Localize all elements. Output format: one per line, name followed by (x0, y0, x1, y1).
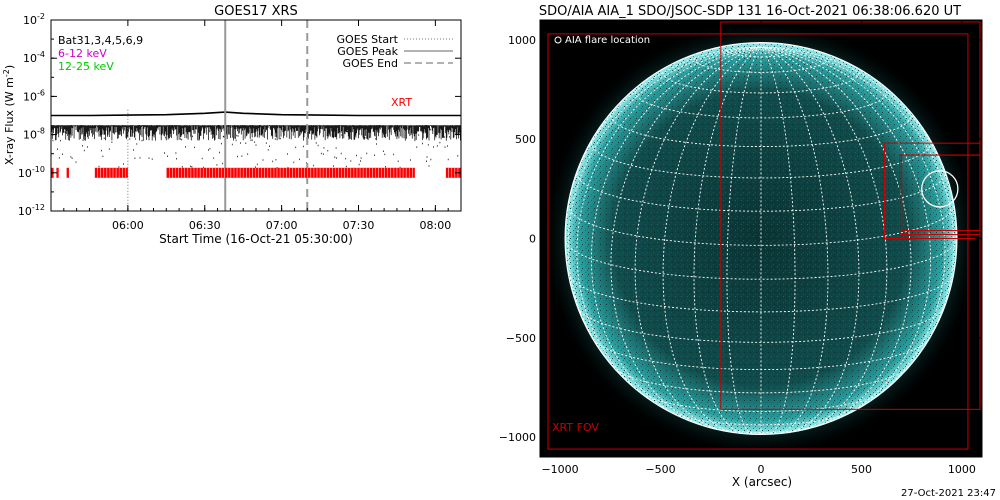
xrt-interval (94, 167, 128, 178)
goes-legend-label: GOES Peak (337, 45, 398, 58)
goes-x-tick-label: 07:00 (266, 219, 298, 232)
goes-y-tick-label: 10-4 (23, 50, 45, 65)
xrt-interval (166, 167, 415, 178)
goes-xrs-chart: GOES17 XRS 06:00 06:30 07:00 07:30 08:00 10-2… (2, 4, 462, 246)
goes-plot-area (50, 20, 462, 211)
grid-latitude-line (613, 367, 909, 394)
goes-x-tick-label: 08:00 (420, 219, 452, 232)
aia-chart-title: SDO/AIA AIA_1 SDO/JSOC-SDP 131 16-Oct-20… (539, 4, 961, 19)
aia-flare-legend: AIA flare location (565, 35, 650, 46)
grid-longitude-line (760, 46, 829, 434)
grid-longitude-line (726, 46, 762, 435)
heliographic-grid (565, 46, 957, 435)
aia-x-tick-label: −500 (645, 463, 675, 476)
xrt-interval (66, 167, 69, 178)
grid-longitude-line (590, 46, 762, 423)
grid-latitude-line (576, 172, 946, 212)
grid-longitude-line (760, 46, 796, 435)
aia-x-tick-label: 0 (758, 463, 765, 476)
grid-longitude-line (760, 46, 888, 431)
goes-y-tick-label: 10-12 (18, 203, 45, 218)
grid-longitude-line (565, 46, 762, 239)
aia-flare-location-marker (921, 170, 959, 208)
goes-x-tick-label: 06:00 (112, 219, 144, 232)
aia-y-tick-label: −500 (506, 332, 536, 345)
goes-x-tick-label: 07:30 (343, 219, 375, 232)
xrt-fov-box (901, 154, 981, 232)
grid-longitude-line (634, 46, 762, 431)
grid-longitude-line (662, 46, 762, 434)
goes-plot-frame (50, 19, 462, 212)
grid-latitude-line (565, 238, 957, 280)
aia-y-tick-label: 500 (515, 133, 536, 146)
grid-longitude-line (760, 46, 912, 428)
aia-axes: −1000 −500 0 500 1000 1000 500 0 −500 −1000 (500, 19, 983, 476)
goes-long-channel-line (51, 111, 461, 117)
grid-latitude-line (610, 115, 912, 147)
goes-y-tick-label: 10-8 (23, 127, 45, 142)
aia-image-chart: SDO/AIA AIA_1 SDO/JSOC-SDP 131 16-Oct-20… (500, 4, 996, 499)
aia-y-tick-label: 1000 (508, 34, 536, 47)
goes-y-tick-label: 10-10 (18, 165, 45, 180)
xrt-interval (445, 167, 461, 178)
grid-longitude-line (760, 46, 932, 423)
goes-legend-label: GOES Start (337, 33, 399, 46)
goes-x-tick-label: 06:30 (189, 219, 221, 232)
flare-legend-icon (554, 36, 562, 44)
goes-annotation: 6-12 keV (58, 47, 107, 60)
xrt-fov-label: XRT FOV (552, 421, 599, 434)
goes-xrt-label: XRT (391, 96, 412, 109)
grid-longitude-line (567, 46, 762, 365)
grid-longitude-line (760, 46, 957, 239)
goes-y-tick-label: 10-6 (23, 88, 45, 103)
goes-legend-label: GOES End (342, 57, 398, 70)
aia-x-tick-label: −1000 (541, 463, 578, 476)
goes-short-channel (50, 125, 462, 169)
aia-x-tick-label: 1000 (948, 463, 976, 476)
grid-longitude-line (760, 46, 946, 408)
grid-latitude-line (567, 273, 955, 313)
plot-timestamp: 27-Oct-2021 23:47 (901, 488, 996, 499)
goes-y-axis-label: X-ray Flux (W m-2) (2, 65, 16, 165)
aia-y-tick-label: −1000 (500, 431, 536, 444)
grid-longitude-line (693, 46, 762, 434)
xrt-fov-box (547, 33, 969, 450)
goes-x-axis-label: Start Time (16-Oct-21 05:30:00) (159, 232, 353, 246)
xrt-interval (56, 167, 59, 178)
grid-longitude-line (610, 46, 762, 428)
xrt-fov-boxes (547, 21, 981, 450)
grid-longitude-line (760, 46, 955, 365)
aia-x-tick-label: 500 (851, 463, 872, 476)
goes-chart-title: GOES17 XRS (214, 4, 298, 19)
grid-longitude-line (576, 46, 762, 408)
goes-y-tick-label: 10-2 (23, 12, 45, 27)
aia-y-tick-label: 0 (529, 233, 536, 246)
aia-x-axis-label: X (arcsec) (732, 475, 792, 489)
grid-longitude-line (760, 46, 860, 434)
goes-annotation: Bat31,3,4,5,6,9 (58, 34, 143, 47)
goes-annotation: 12-25 keV (58, 60, 114, 73)
